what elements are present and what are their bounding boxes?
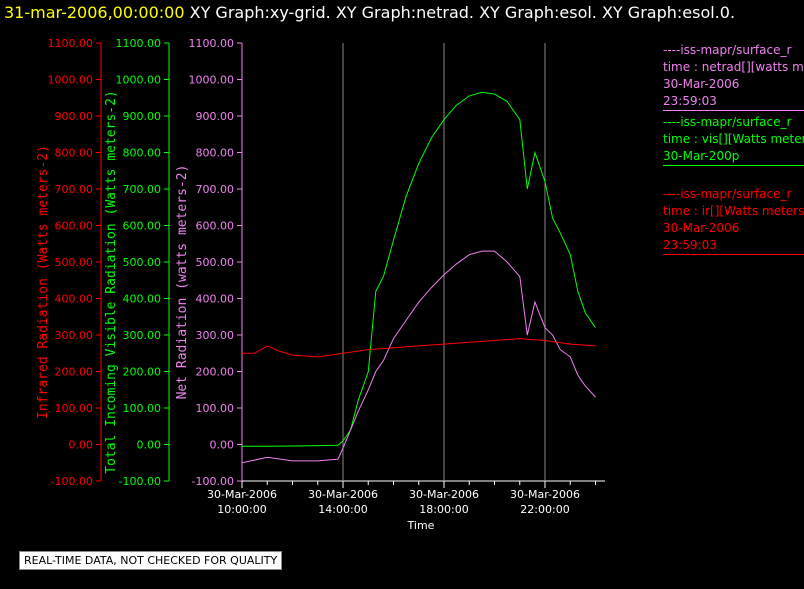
y-tick-label: 600.00: [55, 220, 94, 233]
y-tick-label: 700.00: [55, 183, 94, 196]
legend-line: 30-Mar-2006: [663, 77, 740, 91]
y-tick-label: 1000.00: [116, 74, 162, 87]
x-tick-date: 30-Mar-2006: [207, 488, 277, 501]
y-tick-label: 200.00: [196, 366, 235, 379]
infrared-radiation-series: [242, 338, 596, 358]
y-tick-label: 900.00: [123, 110, 162, 123]
y-tick-label: 400.00: [55, 293, 94, 306]
y-tick-label: 1100.00: [116, 37, 162, 50]
y-tick-label: 800.00: [123, 147, 162, 160]
y-tick-label: 1100.00: [189, 37, 235, 50]
y-tick-label: 500.00: [55, 256, 94, 269]
y-tick-label: 100.00: [55, 402, 94, 415]
visible-radiation-series: [242, 91, 596, 447]
y-tick-label: 1000.00: [189, 74, 235, 87]
x-tick-date: 30-Mar-2006: [308, 488, 378, 501]
y-tick-label: 300.00: [196, 329, 235, 342]
legend-line: time : ir[][Watts meters: [663, 204, 804, 218]
title-bar: 31-mar-2006,00:00:00 XY Graph:xy-grid. X…: [4, 3, 735, 22]
y-tick-label: 1100.00: [48, 37, 94, 50]
x-tick-time: 22:00:00: [520, 503, 569, 516]
title-graphs: XY Graph:xy-grid. XY Graph:netrad. XY Gr…: [189, 3, 736, 22]
legend-line: 23:59:03: [663, 93, 804, 111]
y-tick-label: 400.00: [196, 293, 235, 306]
y-tick-label: 100.00: [196, 402, 235, 415]
legend-line: 23:59:03: [663, 237, 804, 255]
y-tick-label: 1000.00: [48, 74, 94, 87]
y-tick-label: 200.00: [55, 366, 94, 379]
y-tick-label: 500.00: [123, 256, 162, 269]
quality-note: REAL-TIME DATA, NOT CHECKED FOR QUALITY: [19, 551, 283, 570]
y-tick-label: -100.00: [192, 475, 234, 488]
y-tick-label: 900.00: [196, 110, 235, 123]
y-tick-label: 800.00: [196, 147, 235, 160]
y-tick-label: 0.00: [210, 439, 235, 452]
y-tick-label: 700.00: [123, 183, 162, 196]
y-tick-label: 600.00: [196, 220, 235, 233]
y-tick-label: 300.00: [55, 329, 94, 342]
x-tick-date: 30-Mar-2006: [510, 488, 580, 501]
y-tick-label: -100.00: [51, 475, 93, 488]
legend-line: time : netrad[][watts m: [663, 60, 804, 74]
x-tick-date: 30-Mar-2006: [409, 488, 479, 501]
y-axis-title-infrared: Infrared Radiation (Watts meters-2): [36, 145, 51, 419]
y-tick-label: 100.00: [123, 402, 162, 415]
x-tick-time: 18:00:00: [419, 503, 468, 516]
y-axis-title-visible: Total Incoming Visible Radiation (Watts …: [104, 90, 119, 474]
legend-line: ----iss-mapr/surface_r: [663, 115, 792, 129]
x-tick-time: 10:00:00: [217, 503, 266, 516]
y-tick-label: 900.00: [55, 110, 94, 123]
y-tick-label: 600.00: [123, 220, 162, 233]
legend-line: 30-Mar-2006: [663, 221, 740, 235]
y-tick-label: 0.00: [137, 439, 162, 452]
title-date: 31-mar-2006,00:00:00: [4, 3, 185, 22]
net-radiation-series: [241, 250, 596, 464]
legend-line: 30-Mar-200p: [663, 148, 804, 166]
y-tick-label: 300.00: [123, 329, 162, 342]
y-tick-label: -100.00: [119, 475, 161, 488]
x-axis-title: Time: [407, 519, 435, 532]
legend-line: time : vis[][Watts meter: [663, 132, 804, 146]
y-tick-label: 500.00: [196, 256, 235, 269]
y-tick-label: 400.00: [123, 293, 162, 306]
legend-line: ----iss-mapr/surface_r: [663, 187, 792, 201]
legend-line: ----iss-mapr/surface_r: [663, 43, 792, 57]
y-tick-label: 700.00: [196, 183, 235, 196]
y-tick-label: 0.00: [69, 439, 94, 452]
y-axis-title-net: Net Radiation (watts meters-2): [175, 165, 190, 400]
x-tick-time: 14:00:00: [318, 503, 367, 516]
y-tick-label: 800.00: [55, 147, 94, 160]
y-tick-label: 200.00: [123, 366, 162, 379]
